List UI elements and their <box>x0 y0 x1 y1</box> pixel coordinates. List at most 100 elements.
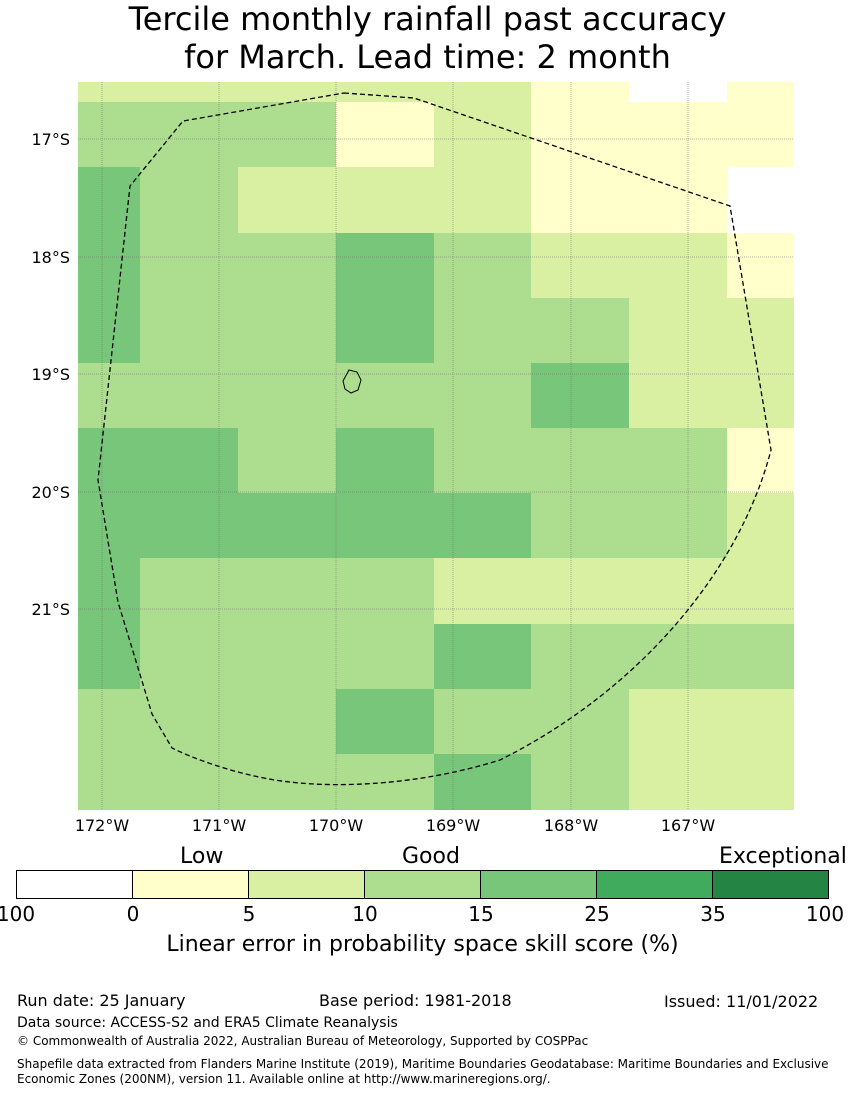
grid-cell <box>140 102 238 167</box>
category-low: Low <box>180 844 224 869</box>
grid-cell <box>434 102 531 167</box>
grid-cell <box>140 689 238 754</box>
grid-cell <box>727 82 794 102</box>
grid-cell <box>238 689 336 754</box>
grid-cell <box>78 82 140 102</box>
grid-cell <box>629 298 727 363</box>
grid-cell <box>727 233 794 298</box>
grid-cell <box>531 363 629 428</box>
grid-cell <box>629 493 727 558</box>
grid-cell <box>434 754 531 810</box>
grid-cell <box>336 233 434 298</box>
grid-cell <box>727 558 794 624</box>
grid-cell <box>238 558 336 624</box>
data-source: Data source: ACCESS-S2 and ERA5 Climate … <box>17 1015 398 1031</box>
grid-cell <box>238 363 336 428</box>
grid-cell <box>434 689 531 754</box>
base-period: Base period: 1981-2018 <box>319 991 512 1010</box>
grid-cell <box>238 167 336 233</box>
grid-cell <box>629 233 727 298</box>
colorbar-segment-3 <box>365 871 481 898</box>
grid-cell <box>727 754 794 810</box>
grid-cell <box>531 558 629 624</box>
skill-score-map <box>78 82 794 810</box>
colorbar-segment-1 <box>133 871 249 898</box>
issued-date: Issued: 11/01/2022 <box>664 992 819 1011</box>
colorbar-label: Linear error in probability space skill … <box>166 932 679 957</box>
grid-cell <box>629 428 727 493</box>
colorbar-segment-4 <box>481 871 597 898</box>
colorbar-tick: 100 <box>0 902 36 926</box>
graticule <box>78 82 794 810</box>
grid-cell <box>336 298 434 363</box>
grid-cell <box>78 689 140 754</box>
lat-label-17s: 17°S <box>31 130 70 149</box>
grid-cell <box>434 167 531 233</box>
grid-cell <box>336 167 434 233</box>
grid-cell <box>434 558 531 624</box>
title-line-1: Tercile monthly rainfall past accuracy <box>128 0 727 38</box>
grid-cell <box>336 624 434 689</box>
grid-cell <box>140 754 238 810</box>
grid-cell <box>727 363 794 428</box>
grid-cell <box>531 233 629 298</box>
grid-cell <box>727 428 794 493</box>
grid-cell <box>238 82 336 102</box>
grid-cell <box>531 82 629 102</box>
chart-title: Tercile monthly rainfall past accuracy f… <box>0 0 855 76</box>
grid-cell <box>531 754 629 810</box>
grid-cell <box>434 493 531 558</box>
grid-cell <box>238 428 336 493</box>
grid-cell <box>140 233 238 298</box>
grid-cell <box>531 167 629 233</box>
grid-cell <box>78 363 140 428</box>
grid-cell <box>336 102 434 167</box>
grid-cell <box>336 493 434 558</box>
grid-cell <box>140 558 238 624</box>
lon-label-169w: 169°W <box>425 816 481 835</box>
grid-cell <box>140 167 238 233</box>
grid-cell <box>434 298 531 363</box>
lat-label-20s: 20°S <box>31 483 70 502</box>
colorbar-tick: 15 <box>468 902 494 926</box>
grid-cell <box>140 428 238 493</box>
grid-cell <box>531 298 629 363</box>
colorbar-tick: 100 <box>805 902 845 926</box>
grid-cell <box>336 689 434 754</box>
grid-cell <box>238 298 336 363</box>
grid-cell <box>78 298 140 363</box>
run-date: Run date: 25 January <box>17 991 186 1010</box>
colorbar-tick: 35 <box>700 902 726 926</box>
grid-cell <box>336 82 434 102</box>
grid-cell <box>238 624 336 689</box>
lon-label-168w: 168°W <box>543 816 599 835</box>
category-exceptional: Exceptional <box>719 844 847 869</box>
grid-cell <box>140 82 238 102</box>
shapefile-credit-line-1: Shapefile data extracted from Flanders M… <box>17 1057 829 1071</box>
colorbar-tick: 0 <box>126 902 140 926</box>
title-line-2: for March. Lead time: 2 month <box>184 38 671 76</box>
copyright: © Commonwealth of Australia 2022, Austra… <box>17 1034 589 1048</box>
grid-cell <box>78 754 140 810</box>
colorbar-segment-0 <box>17 871 133 898</box>
grid-cell <box>727 102 794 167</box>
eez-boundary <box>97 92 772 786</box>
lon-label-167w: 167°W <box>660 816 716 835</box>
grid-cell <box>434 233 531 298</box>
grid-cell <box>629 167 727 233</box>
niue-island-outline <box>342 369 362 394</box>
lon-label-171w: 171°W <box>191 816 247 835</box>
grid-cell <box>629 624 727 689</box>
grid-cell <box>727 298 794 363</box>
grid-cell <box>336 428 434 493</box>
lon-label-172w: 172°W <box>74 816 130 835</box>
colorbar-tick: 25 <box>584 902 610 926</box>
grid-cell <box>78 428 140 493</box>
shapefile-credit-line-2: Economic Zones (200NM), version 11. Avai… <box>17 1072 551 1086</box>
grid-cell <box>336 558 434 624</box>
grid-cell <box>629 363 727 428</box>
lat-label-18s: 18°S <box>31 248 70 267</box>
grid-cell <box>238 102 336 167</box>
grid-cell <box>434 82 531 102</box>
grid-cell <box>238 233 336 298</box>
